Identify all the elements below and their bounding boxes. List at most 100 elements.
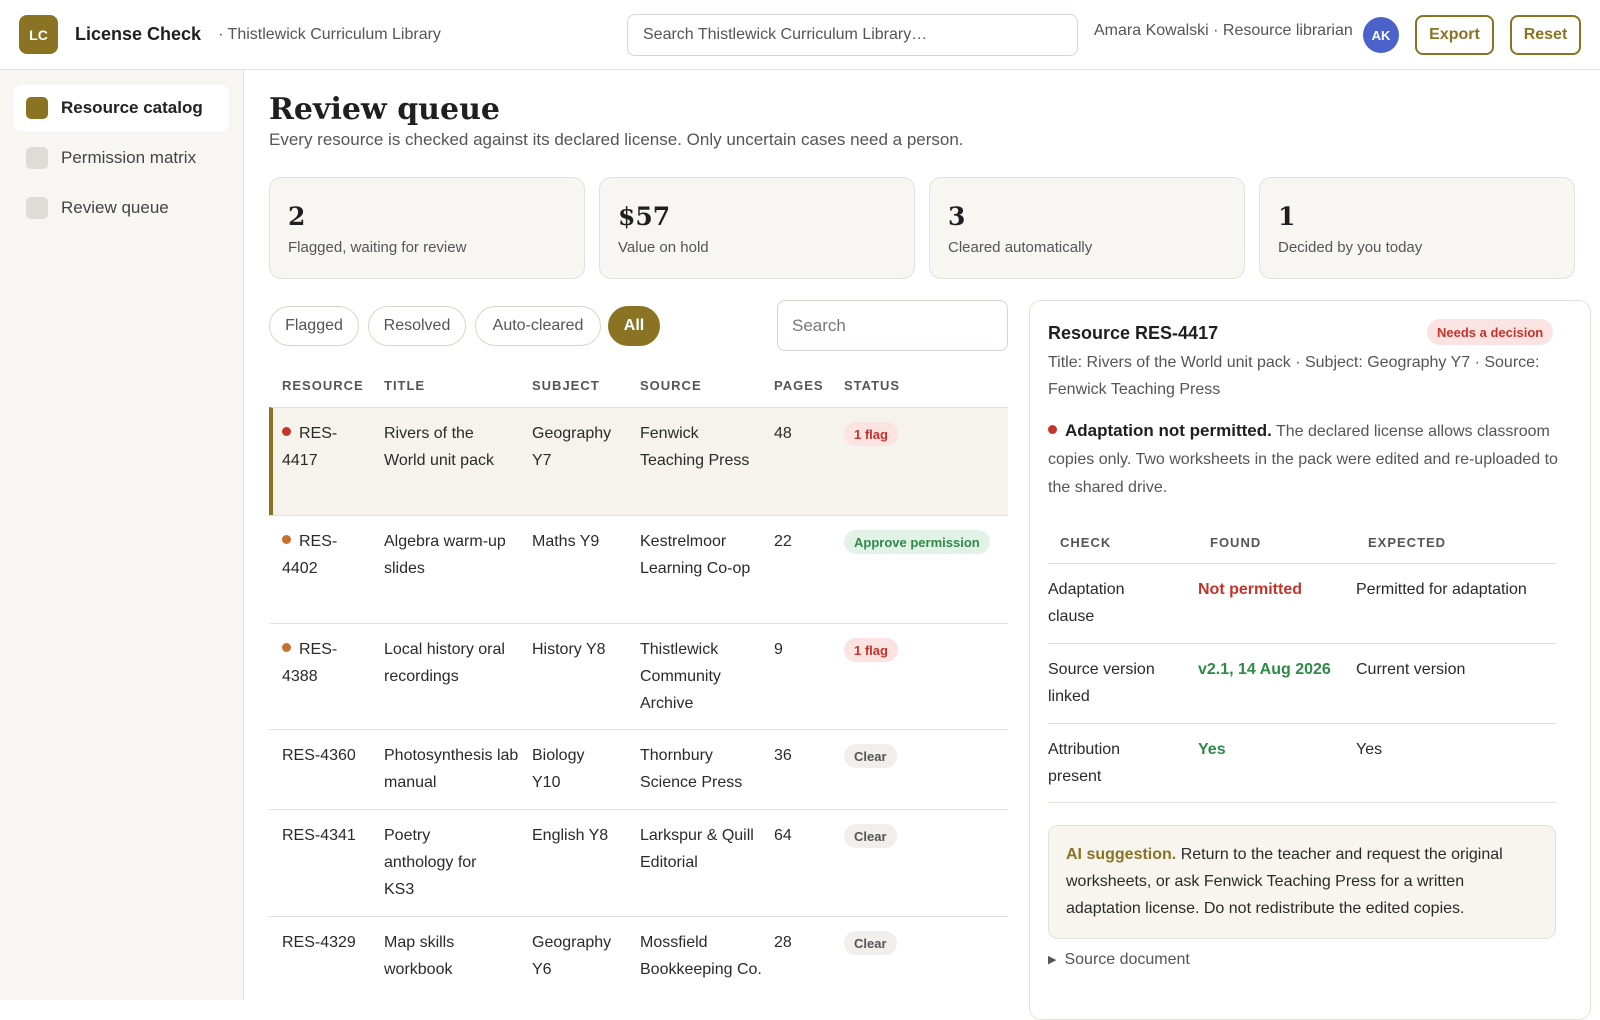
table-row[interactable]: RES-4417 Rivers of the World unit pack G… — [269, 407, 1008, 515]
source-cell: Fenwick Teaching Press — [640, 425, 750, 469]
source-cell: Kestrelmoor Learning Co-op — [640, 533, 751, 577]
check-row: Attribution present Yes Yes — [1048, 723, 1556, 803]
sidebar-item-resource-catalog[interactable]: Resource catalog — [14, 85, 229, 131]
column-header-subject[interactable]: SUBJECT — [532, 378, 600, 393]
app-title: License Check — [75, 24, 202, 44]
resource-id-cell: RES-4329 — [282, 934, 356, 951]
check-header: CHECK — [1060, 535, 1112, 550]
status-badge: Clear — [844, 824, 897, 848]
filter-chip-resolved[interactable]: Resolved — [368, 306, 466, 346]
stat-value: $57 — [618, 202, 671, 231]
top-bar: LC License Check · Thistlewick Curriculu… — [0, 0, 1600, 70]
pages-cell: 9 — [774, 641, 783, 658]
detail-title: Resource RES-4417 — [1048, 323, 1219, 343]
resource-id-cell: RES-4417 — [282, 425, 338, 469]
found-header: FOUND — [1210, 535, 1262, 550]
stat-value: 2 — [288, 202, 306, 231]
queue-icon — [26, 197, 48, 219]
title-cell: Poetry anthology for KS3 — [384, 827, 477, 898]
column-header-status[interactable]: STATUS — [844, 378, 901, 393]
source-cell: Thornbury Science Press — [640, 747, 743, 791]
title-cell: Local history oral recordings — [384, 641, 505, 685]
reset-button[interactable]: Reset — [1510, 15, 1581, 55]
avatar[interactable]: AK — [1363, 17, 1399, 53]
stat-value: 1 — [1278, 202, 1296, 231]
check-row: Source version linked v2.1, 14 Aug 2026 … — [1048, 643, 1556, 723]
matrix-icon — [26, 147, 48, 169]
check-found: Yes — [1198, 741, 1226, 758]
source-cell: Mossfield Bookkeeping Co. — [640, 934, 762, 978]
stat-label: Flagged, waiting for review — [288, 239, 467, 256]
table-row[interactable]: RES-4341 Poetry anthology for KS3 Englis… — [269, 809, 1008, 916]
table-row[interactable]: RES-4329 Map skills workbook Geography Y… — [269, 916, 1008, 1000]
subject-cell: Biology Y10 — [532, 747, 585, 791]
source-document-label: Source document — [1064, 951, 1190, 968]
pages-cell: 28 — [774, 934, 792, 951]
decision-badge: Needs a decision — [1427, 319, 1554, 345]
warning-dot-icon — [282, 643, 291, 653]
check-name: Adaptation clause — [1048, 581, 1125, 625]
table-row[interactable]: RES-4360 Photosynthesis lab manual Biolo… — [269, 729, 1008, 809]
filter-chip-auto-cleared[interactable]: Auto-cleared — [475, 306, 601, 346]
column-header-source[interactable]: SOURCE — [640, 378, 702, 393]
resource-id-cell: RES-4360 — [282, 747, 356, 764]
global-search-input[interactable]: Search Thistlewick Curriculum Library… — [627, 14, 1078, 56]
source-document-toggle[interactable]: ▶ Source document — [1048, 951, 1190, 969]
sidebar-item-review-queue[interactable]: Review queue — [14, 185, 229, 231]
filter-chip-flagged[interactable]: Flagged — [269, 306, 359, 346]
expected-header: EXPECTED — [1368, 535, 1447, 550]
sidebar-item-label: Resource catalog — [61, 98, 203, 117]
ai-suggestion-label: AI suggestion. — [1066, 846, 1177, 863]
disclosure-triangle-icon: ▶ — [1048, 954, 1057, 966]
warning-dot-icon — [282, 535, 291, 545]
check-expected: Permitted for adaptation — [1356, 581, 1527, 598]
table-search-input[interactable]: Search — [777, 300, 1008, 351]
stat-card-cleared: 3 Cleared automatically — [929, 177, 1245, 279]
check-row: Adaptation clause Not permitted Permitte… — [1048, 563, 1556, 643]
table-row[interactable]: RES-4402 Algebra warm-up slides Maths Y9… — [269, 515, 1008, 623]
main-content: Review queue Every resource is checked a… — [244, 70, 1600, 1020]
detail-meta: Title: Rivers of the World unit pack · S… — [1048, 354, 1540, 398]
export-button[interactable]: Export — [1415, 15, 1494, 55]
column-header-resource[interactable]: RESOURCE — [282, 378, 364, 393]
check-name: Source version linked — [1048, 661, 1155, 705]
subject-cell: Geography Y7 — [532, 425, 612, 469]
page-title: Review queue — [269, 92, 500, 127]
check-expected: Current version — [1356, 661, 1466, 678]
stat-label: Value on hold — [618, 239, 709, 256]
status-badge: Clear — [844, 744, 897, 768]
resource-id-cell: RES-4341 — [282, 827, 356, 844]
table-row[interactable]: RES-4388 Local history oral recordings H… — [269, 623, 1008, 729]
source-cell: Larkspur & Quill Editorial — [640, 827, 754, 871]
status-badge: Approve permission — [844, 530, 990, 554]
ai-suggestion-text: Return to the teacher and request the or… — [1066, 846, 1503, 917]
pages-cell: 64 — [774, 827, 792, 844]
column-header-pages[interactable]: PAGES — [774, 378, 824, 393]
issue-summary: Adaptation not permitted. The declared l… — [1048, 417, 1560, 502]
title-cell: Map skills workbook — [384, 934, 455, 978]
catalog-icon — [26, 97, 48, 119]
stat-label: Decided by you today — [1278, 239, 1423, 256]
title-cell: Algebra warm-up slides — [384, 533, 506, 577]
sidebar-item-permission-matrix[interactable]: Permission matrix — [14, 135, 229, 181]
ai-suggestion: AI suggestion. Return to the teacher and… — [1048, 825, 1556, 939]
check-found: v2.1, 14 Aug 2026 — [1198, 661, 1331, 678]
status-badge: Clear — [844, 931, 897, 955]
app-logo: LC — [19, 15, 58, 54]
resource-id-cell: RES-4388 — [282, 641, 338, 685]
stat-card-decided: 1 Decided by you today — [1259, 177, 1575, 279]
sidebar: Resource catalog Permission matrix Revie… — [0, 70, 244, 1000]
sidebar-item-label: Review queue — [61, 198, 169, 217]
pages-cell: 22 — [774, 533, 792, 550]
subject-cell: English Y8 — [532, 827, 609, 844]
subject-cell: Maths Y9 — [532, 533, 600, 550]
sidebar-item-label: Permission matrix — [61, 148, 197, 167]
library-name: · Thistlewick Curriculum Library — [218, 25, 441, 43]
filter-chip-all[interactable]: All — [608, 306, 660, 346]
status-badge: 1 flag — [844, 422, 898, 446]
column-header-title[interactable]: TITLE — [384, 378, 426, 393]
resource-detail-panel: Resource RES-4417 Needs a decision Title… — [1029, 300, 1591, 1020]
title-cell: Rivers of the World unit pack — [384, 425, 494, 469]
stat-card-flagged: 2 Flagged, waiting for review — [269, 177, 585, 279]
resource-id-cell: RES-4402 — [282, 533, 338, 577]
